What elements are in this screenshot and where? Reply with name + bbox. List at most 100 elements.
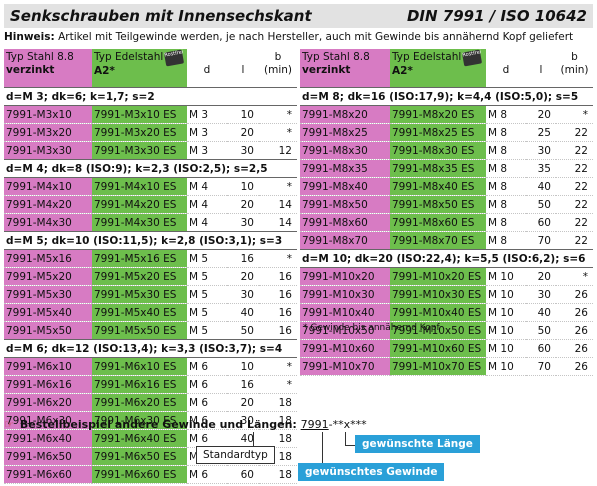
thread-length: 26 (556, 357, 593, 376)
connector-line (345, 445, 355, 446)
size-group-header: d=M 4; dk=8 (ISO:9); k=2,3 (ISO:2,5); s=… (4, 159, 297, 178)
stainless-part-number: 7991-M3x30 ES (92, 141, 187, 160)
thread-length: 26 (556, 339, 593, 358)
steel-part-number: 7991-M4x10 (4, 177, 92, 196)
length: 70 (526, 231, 556, 250)
stainless-part-number: 7991-M5x30 ES (92, 285, 187, 304)
steel-part-number: 7991-M5x20 (4, 267, 92, 286)
header-stainless: Typ EdelstahlRostfrei A2* (390, 49, 486, 88)
thread-size: M 5 (187, 285, 227, 304)
rostfrei-badge-icon: Rostfrei (164, 49, 185, 67)
steel-part-number: 7991-M8x20 (300, 105, 390, 124)
length: 25 (526, 123, 556, 142)
size-group-header: d=M 6; dk=12 (ISO:13,4); k=3,3 (ISO:3,7)… (4, 339, 297, 358)
thread-size: M 3 (187, 141, 227, 160)
thread-length: * (556, 105, 593, 124)
table-row: 7991-M3x10 7991-M3x10 ES M 3 10 * (4, 105, 297, 124)
thread-length: 18 (259, 411, 297, 430)
thread-length: * (259, 177, 297, 196)
stainless-part-number: 7991-M5x40 ES (92, 303, 187, 322)
thread-size: M 8 (486, 105, 526, 124)
thread-length: * (259, 357, 297, 376)
stainless-part-number: 7991-M10x40 ES (390, 303, 486, 322)
steel-part-number: 7991-M6x10 (4, 357, 92, 376)
thread-size: M 3 (187, 105, 227, 124)
length: 30 (526, 285, 556, 304)
length: 50 (526, 321, 556, 340)
table-row: 7991-M8x20 7991-M8x20 ES M 8 20 * (300, 105, 593, 124)
stainless-part-number: 7991-M10x60 ES (390, 339, 486, 358)
thread-size: M 6 (187, 357, 227, 376)
stainless-part-number: 7991-M8x50 ES (390, 195, 486, 214)
product-title: Senkschrauben mit Innensechskant (10, 7, 312, 25)
thread-size: M 8 (486, 213, 526, 232)
length: 30 (227, 213, 259, 232)
length: 60 (526, 213, 556, 232)
header-b: b (min) (556, 49, 593, 88)
length: 10 (227, 105, 259, 124)
thread-length: 22 (556, 213, 593, 232)
steel-part-number: 7991-M8x70 (300, 231, 390, 250)
steel-part-number: 7991-M4x30 (4, 213, 92, 232)
header-d: d (187, 49, 227, 88)
length: 16 (227, 249, 259, 268)
thread-length: * (259, 249, 297, 268)
thread-size: M 6 (187, 465, 227, 484)
size-group-label: d=M 10; dk=20 (ISO:22,4); k=5,5 (ISO:6,2… (300, 249, 593, 268)
thread-size: M 8 (486, 123, 526, 142)
steel-part-number: 7991-M5x40 (4, 303, 92, 322)
size-group-header: d=M 10; dk=20 (ISO:22,4); k=5,5 (ISO:6,2… (300, 249, 593, 268)
table-row: 7991-M4x10 7991-M4x10 ES M 4 10 * (4, 177, 297, 196)
table-row: 7991-M8x60 7991-M8x60 ES M 8 60 22 (300, 213, 593, 232)
thread-length: * (259, 105, 297, 124)
steel-part-number: 7991-M5x16 (4, 249, 92, 268)
thread-length: 26 (556, 321, 593, 340)
table-row: 7991-M5x16 7991-M5x16 ES M 5 16 * (4, 249, 297, 268)
header-stainless: Typ EdelstahlRostfrei A2* (92, 49, 187, 88)
table-row: 7991-M8x40 7991-M8x40 ES M 8 40 22 (300, 177, 593, 196)
table-row: 7991-M10x60 7991-M10x60 ES M 10 60 26 (300, 339, 593, 358)
header-steel: Typ Stahl 8.8 verzinkt (4, 49, 92, 88)
steel-part-number: 7991-M6x40 (4, 429, 92, 448)
thread-size: M 4 (187, 177, 227, 196)
steel-part-number: 7991-M5x30 (4, 285, 92, 304)
stainless-part-number: 7991-M5x20 ES (92, 267, 187, 286)
header-steel: Typ Stahl 8.8 verzinkt (300, 49, 390, 88)
thread-length: 16 (259, 267, 297, 286)
length: 70 (526, 357, 556, 376)
table-row: 7991-M6x20 7991-M6x20 ES M 6 20 18 (4, 393, 297, 412)
steel-part-number: 7991-M6x20 (4, 393, 92, 412)
table-row: 7991-M10x70 7991-M10x70 ES M 10 70 26 (300, 357, 593, 376)
stainless-part-number: 7991-M5x50 ES (92, 321, 187, 340)
length: 35 (526, 159, 556, 178)
steel-part-number: 7991-M10x50 (300, 321, 390, 340)
title-bar: Senkschrauben mit Innensechskant DIN 799… (4, 4, 593, 28)
order-code: 7991-**x*** (300, 418, 367, 431)
stainless-part-number: 7991-M6x40 ES (92, 429, 187, 448)
steel-part-number: 7991-M3x30 (4, 141, 92, 160)
table-row: 7991-M6x16 7991-M6x16 ES M 6 16 * (4, 375, 297, 394)
header-l: l (526, 49, 556, 88)
length: 16 (227, 375, 259, 394)
steel-part-number: 7991-M10x40 (300, 303, 390, 322)
size-group-header: d=M 5; dk=10 (ISO:11,5); k=2,8 (ISO:3,1)… (4, 231, 297, 250)
norm-title: DIN 7991 / ISO 10642 (406, 7, 587, 25)
header-b: b (min) (259, 49, 297, 88)
stainless-part-number: 7991-M4x20 ES (92, 195, 187, 214)
steel-part-number: 7991-M5x50 (4, 321, 92, 340)
length: 20 (526, 105, 556, 124)
thread-length: 18 (259, 465, 297, 484)
rostfrei-badge-icon: Rostfrei (462, 49, 483, 67)
thread-size: M 6 (187, 375, 227, 394)
stainless-part-number: 7991-M3x10 ES (92, 105, 187, 124)
table-row: 7991-M10x30 7991-M10x30 ES M 10 30 26 (300, 285, 593, 304)
table-header: Typ Stahl 8.8 verzinkt Typ EdelstahlRostf… (4, 49, 297, 88)
thread-size: M 5 (187, 321, 227, 340)
table-row: 7991-M10x20 7991-M10x20 ES M 10 20 * (300, 267, 593, 286)
length: 30 (227, 411, 259, 430)
length: 30 (526, 141, 556, 160)
thread-length: 18 (259, 393, 297, 412)
table-row: 7991-M3x20 7991-M3x20 ES M 3 20 * (4, 123, 297, 142)
table-row: 7991-M6x30 7991-M6x30 ES M 6 30 18 (4, 411, 297, 430)
steel-part-number: 7991-M8x50 (300, 195, 390, 214)
